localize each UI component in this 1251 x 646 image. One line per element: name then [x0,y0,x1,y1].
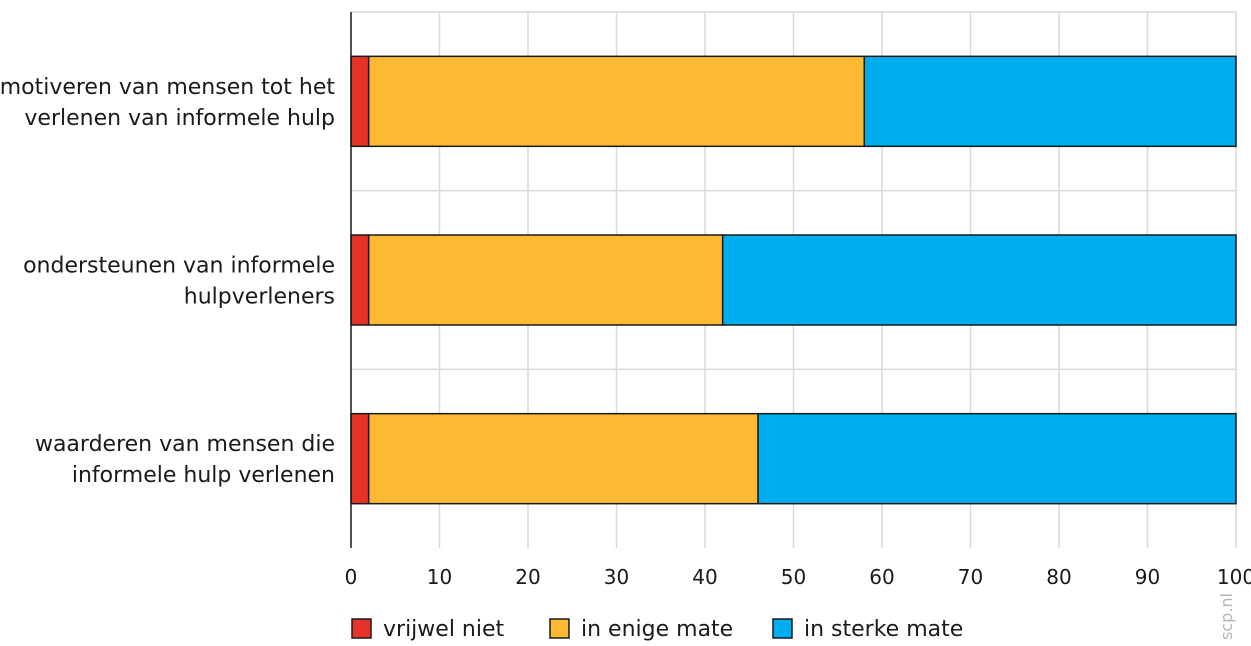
bars [350,55,1237,505]
x-tick-label-20: 20 [515,565,540,589]
bar-segment-3-cat-1 [863,55,1237,148]
x-tick-label-70: 70 [958,565,983,589]
legend-swatch [772,618,793,639]
legend-swatch [549,618,570,639]
legend-label: in enige mate [581,617,733,642]
category-label-2-line-1: ondersteunen van informele [23,254,335,279]
legend: vrijwel niet in enige mate in sterke mate [351,617,963,642]
watermark-text: scp.nl [1217,593,1236,640]
legend-item-3: in sterke mate [772,617,963,642]
x-tick-label-10: 10 [427,565,452,589]
category-label-3-line-1: waarderen van mensen die [35,432,335,457]
legend-item-1: vrijwel niet [351,617,505,642]
x-tick-label-0: 0 [345,565,358,589]
bar-segment-2-cat-1 [367,55,866,148]
legend-swatch [351,618,372,639]
x-tick-labels: 0 10 20 30 40 50 60 70 80 90 100 [345,565,1251,589]
x-tick-label-30: 30 [604,565,629,589]
category-labels: motiveren van mensen tot het verlenen van… [0,75,335,488]
bar-segment-1-cat-2 [350,234,370,326]
bar-segment-2-cat-3 [367,412,759,505]
x-tick-label-90: 90 [1135,565,1160,589]
bar-segment-3-cat-3 [757,412,1237,505]
bar-segment-3-cat-2 [721,234,1237,326]
legend-item-2: in enige mate [549,617,733,642]
x-tick-label-40: 40 [692,565,717,589]
bar-segment-1-cat-1 [350,55,370,148]
category-label-1-line-2: verlenen van informele hulp [24,106,335,131]
category-label-2-line-2: hulpverleners [184,285,335,310]
x-tick-label-100: 100 [1217,565,1251,589]
x-tick-label-80: 80 [1046,565,1071,589]
category-label-1-line-1: motiveren van mensen tot het [0,75,335,100]
x-tick-label-50: 50 [781,565,806,589]
bar-segment-1-cat-3 [350,412,370,505]
bar-segment-2-cat-2 [367,234,724,326]
x-tick-label-60: 60 [869,565,894,589]
legend-label: vrijwel niet [383,617,505,642]
category-label-3-line-2: informele hulp verlenen [72,463,335,488]
legend-label: in sterke mate [804,617,963,642]
